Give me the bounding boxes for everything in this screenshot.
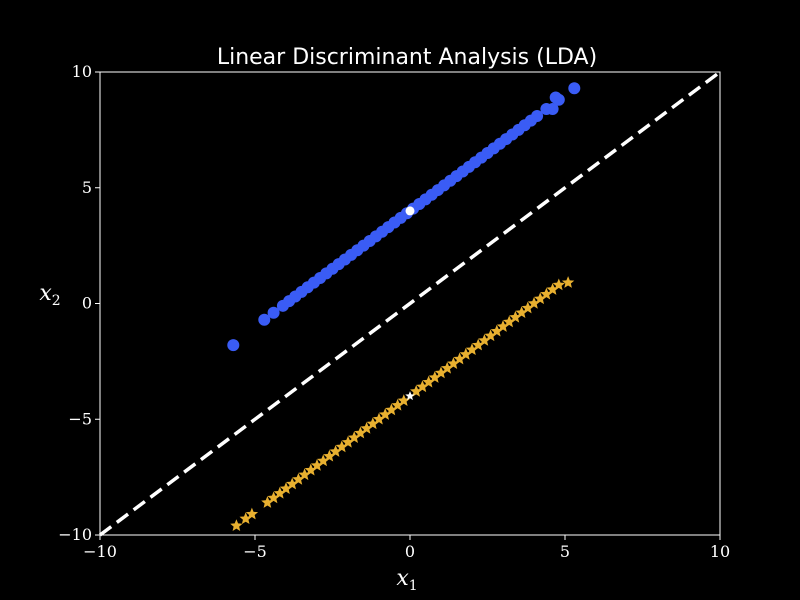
- plot-area: [98, 70, 722, 537]
- class-2-point: [410, 384, 423, 397]
- y-tick-label: −10: [58, 525, 92, 544]
- class-1-point: [549, 91, 562, 104]
- class-2-point: [561, 276, 575, 288]
- y-axis-label: x2: [39, 281, 60, 309]
- class-2-point: [527, 297, 541, 309]
- class-1-point: [267, 306, 280, 319]
- class-1-point: [531, 109, 544, 122]
- x-axis-label: x1: [396, 566, 417, 594]
- x-tick-label: 5: [560, 542, 570, 561]
- class-2-point: [385, 403, 398, 416]
- class-1-point: [546, 103, 559, 116]
- class-2-point: [329, 445, 342, 457]
- class-2-point: [540, 287, 553, 300]
- class-2-point: [273, 486, 286, 499]
- class-2-point: [341, 435, 355, 448]
- y-tick-label: −5: [68, 409, 92, 428]
- class-1-point: [568, 82, 581, 95]
- class-1-mean-point: [405, 206, 415, 216]
- class-2-point: [509, 310, 522, 323]
- x-tick-label: −10: [83, 542, 117, 561]
- class-2-point: [230, 519, 243, 531]
- class-2-point: [286, 477, 299, 490]
- class-2-point: [521, 301, 534, 314]
- class-2-point: [348, 431, 361, 444]
- axis-ticks: −10 −5 0 5 10 −10 −5 0 5 10: [58, 62, 730, 561]
- class-2-point: [515, 306, 528, 319]
- class-2-point: [459, 347, 472, 360]
- class-2-point: [335, 440, 348, 453]
- class-2-point: [261, 496, 274, 508]
- class-2-point: [267, 491, 280, 504]
- class-2-point: [428, 371, 441, 383]
- class-2-point: [323, 449, 336, 462]
- class-2-point: [552, 278, 565, 291]
- class-2-point: [292, 472, 305, 485]
- class-1-point: [258, 313, 271, 326]
- class-2-point: [391, 398, 404, 411]
- class-2-point: [441, 361, 454, 374]
- y-axis-label-subscript: 2: [52, 293, 61, 309]
- class-2-point: [354, 426, 367, 439]
- class-2-point: [372, 412, 386, 425]
- class-2-point: [478, 334, 491, 346]
- class-2-point: [465, 343, 479, 356]
- class-2-mean-point: [405, 391, 415, 401]
- x-axis-label-main: x: [396, 566, 409, 591]
- class-2-point: [534, 292, 547, 305]
- class-1-point: [227, 339, 240, 352]
- x-tick-label: 0: [405, 542, 415, 561]
- class-2-point: [416, 380, 429, 393]
- class-2-point: [239, 512, 252, 525]
- x-axis-label-subscript: 1: [409, 578, 418, 594]
- y-tick-label: 0: [82, 294, 92, 313]
- class-2-point: [422, 375, 435, 388]
- class-2-point: [360, 422, 373, 434]
- class-2-point: [310, 459, 324, 471]
- y-tick-label: 5: [82, 178, 92, 197]
- class-2-point: [317, 454, 330, 467]
- x-tick-label: −5: [243, 542, 267, 561]
- class-2-point: [453, 352, 466, 365]
- class-2-point: [484, 329, 497, 342]
- class-2-point: [503, 315, 516, 328]
- class-2-point: [434, 366, 448, 379]
- class-2-point: [496, 320, 510, 332]
- y-axis-label-main: x: [39, 281, 52, 306]
- class-2-point: [546, 283, 559, 295]
- class-2-point: [490, 324, 503, 337]
- x-tick-label: 10: [710, 542, 730, 561]
- class-2-point: [447, 357, 460, 369]
- class-2-point: [279, 482, 293, 494]
- class-2-point: [304, 463, 317, 476]
- class-2-point: [472, 338, 485, 351]
- decision-boundary-line: [98, 70, 722, 537]
- class-2-point: [245, 507, 259, 520]
- class-2-point: [366, 417, 379, 430]
- class-2-point: [298, 468, 311, 481]
- y-tick-label: 10: [72, 62, 92, 81]
- class-2-point: [379, 408, 392, 420]
- chart-title: Linear Discriminant Analysis (LDA): [217, 45, 597, 70]
- class-2-point: [397, 394, 410, 406]
